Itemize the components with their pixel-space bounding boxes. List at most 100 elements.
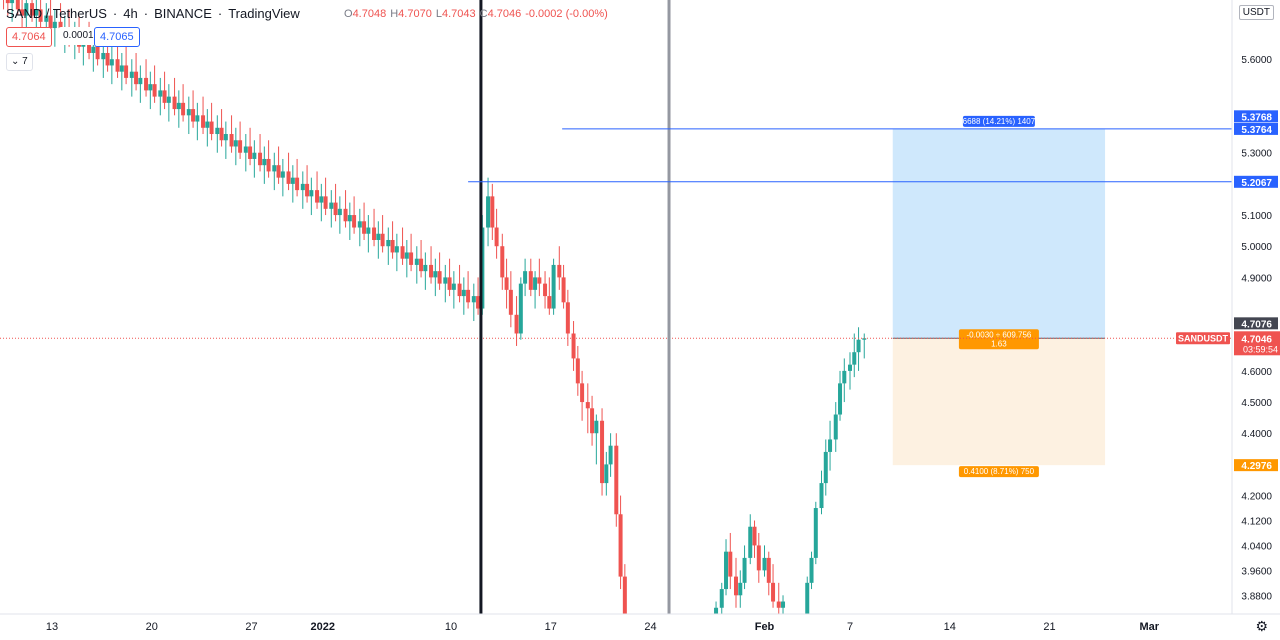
candle <box>600 408 605 496</box>
candle <box>305 165 310 203</box>
candle <box>209 102 214 141</box>
candle <box>833 402 838 452</box>
buy-price-button[interactable]: 4.7065 <box>94 27 140 47</box>
candle-body <box>457 283 462 297</box>
currency-button[interactable]: USDT <box>1238 5 1274 20</box>
candle <box>134 52 139 91</box>
candle-body <box>557 264 562 278</box>
close-value: C4.7046 <box>479 8 522 20</box>
symbol-name[interactable]: SAND / TetherUS <box>6 6 107 21</box>
candle-body <box>323 196 328 209</box>
candle-body <box>357 221 362 228</box>
candle-body <box>423 264 428 272</box>
candle-body <box>429 264 434 278</box>
candle-body <box>343 208 348 222</box>
candle-body <box>95 46 100 60</box>
price-axis[interactable]: 5.6000 5.3000 5.1000 5.0000 4.9000 4.6000 4.50… <box>1231 0 1280 640</box>
candle <box>724 539 729 596</box>
candle-body <box>172 96 177 110</box>
candle-body <box>533 277 538 290</box>
candle-body <box>614 445 619 515</box>
candle-body <box>848 364 852 371</box>
candle <box>309 177 314 216</box>
candle <box>376 221 381 259</box>
candle <box>400 227 405 265</box>
candle-body <box>129 71 134 78</box>
candle-body <box>414 258 419 265</box>
candle-body <box>771 582 776 602</box>
candle-body <box>486 196 491 228</box>
candle <box>776 582 781 614</box>
candle-body <box>144 77 149 91</box>
candle-body <box>776 601 781 608</box>
time-axis[interactable]: 13 20 27 2022 10 17 24 Feb 7 14 21 Mar <box>0 613 1280 640</box>
candle <box>390 221 395 259</box>
long-position-tool[interactable]: 0.6688 (14.21%) 1407.8 -0.0030 ÷ 609.7561… <box>892 115 1106 478</box>
candle-body <box>352 215 357 228</box>
candle-body <box>833 414 838 440</box>
candle-body <box>20 9 25 16</box>
price-label-line2: 5.2067 <box>1241 178 1272 189</box>
indicators-toggle-button[interactable]: ⌄ 7 <box>6 53 33 71</box>
candle <box>300 171 305 209</box>
candle-body <box>604 464 609 484</box>
candle <box>451 271 456 309</box>
candle-body <box>286 171 291 184</box>
candle <box>205 109 210 147</box>
price-tick-label: 5.6000 <box>1241 55 1272 66</box>
entry-label-text: 1.63 <box>991 339 1007 348</box>
candle-body <box>400 246 405 259</box>
candle-body <box>272 165 277 172</box>
candle-body <box>219 127 224 141</box>
candle-body <box>466 289 471 303</box>
candle <box>828 420 833 471</box>
candle <box>223 121 228 159</box>
interval[interactable]: 4h <box>123 6 138 21</box>
candle <box>575 345 580 396</box>
candle-body <box>809 557 814 583</box>
candle-body <box>386 239 391 247</box>
drawings-layer[interactable]: SANDUSDT <box>0 0 1232 614</box>
candle <box>423 252 428 290</box>
candle-body <box>443 277 448 284</box>
candle-body <box>201 115 206 128</box>
candle <box>476 277 481 315</box>
candle <box>565 289 570 346</box>
sell-price-button[interactable]: 4.7064 <box>6 27 52 47</box>
candle-body <box>828 439 833 452</box>
candle-body <box>195 115 200 122</box>
candle <box>852 333 857 378</box>
gear-icon[interactable]: ⚙ <box>1255 618 1268 634</box>
candle <box>848 352 852 390</box>
candle-body <box>329 202 334 209</box>
candle-body <box>119 65 124 72</box>
candle-body <box>52 21 57 29</box>
candle-body <box>252 152 257 159</box>
candle-body <box>309 190 314 197</box>
candle <box>176 90 181 128</box>
candle <box>823 439 828 496</box>
candle <box>494 208 499 259</box>
candle <box>219 109 224 147</box>
candle <box>191 90 196 128</box>
last-price-label: 4.7046 <box>1241 334 1272 345</box>
candle <box>547 277 552 315</box>
candle-body <box>105 52 110 66</box>
candle-body <box>38 9 43 22</box>
symbol-tag-bg <box>1176 332 1230 345</box>
candle-body <box>138 77 143 85</box>
target-label-text: 0.6688 (14.21%) 1407.8 <box>956 117 1042 126</box>
candle <box>457 264 462 303</box>
time-tick-label: 13 <box>46 621 58 633</box>
candle-body <box>518 283 523 334</box>
candle-body <box>500 246 505 278</box>
symbol-header[interactable]: SAND / TetherUS · 4h · BINANCE · Trading… <box>6 6 300 21</box>
candle-body <box>543 283 548 297</box>
candle <box>166 84 171 122</box>
candle-body <box>842 370 847 384</box>
candle <box>508 271 513 328</box>
candle <box>594 414 599 465</box>
candle <box>500 233 505 290</box>
candle <box>856 327 861 371</box>
